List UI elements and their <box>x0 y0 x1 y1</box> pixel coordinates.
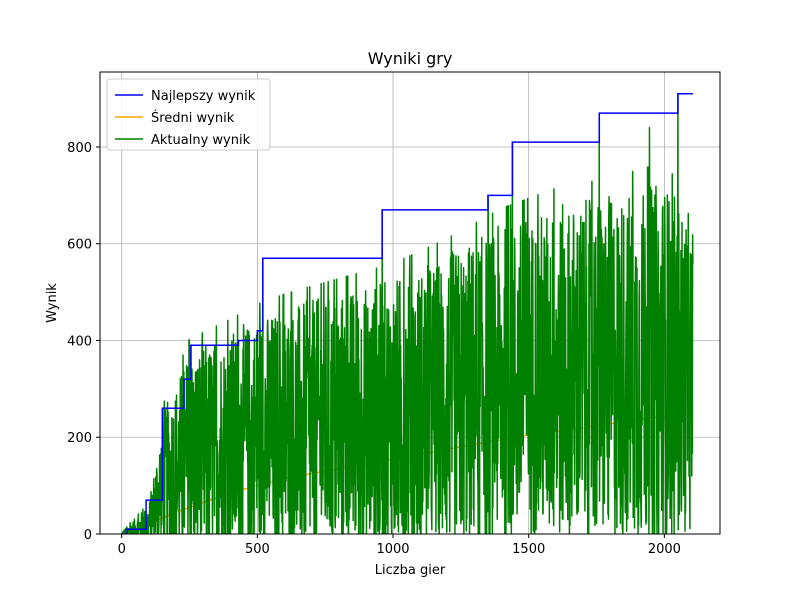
y-tick-label: 200 <box>67 431 92 446</box>
y-axis-ticks: 0 200 400 600 800 <box>67 141 100 543</box>
legend-label: Średni wynik <box>151 110 235 126</box>
axes-frame <box>99 71 721 535</box>
x-tick-label: 1500 <box>512 542 545 557</box>
y-tick-label: 0 <box>84 528 92 543</box>
legend: Najlepszy wynik Średni wynik Aktualny wyni… <box>106 78 271 151</box>
chart-title: Wyniki gry <box>368 49 453 68</box>
y-axis-label: Wynik <box>45 283 60 323</box>
y-tick-label: 600 <box>67 238 92 253</box>
plot-area <box>121 93 694 534</box>
x-tick-label: 1000 <box>376 542 409 557</box>
legend-box <box>106 78 271 151</box>
series-line-najlepszy-wynik <box>121 93 693 534</box>
x-tick-label: 2000 <box>648 542 681 557</box>
x-tick-label: 0 <box>118 542 126 557</box>
y-tick-label: 400 <box>67 334 92 349</box>
legend-label: Aktualny wynik <box>151 133 251 148</box>
y-tick-label: 800 <box>67 141 92 156</box>
series-line-aktualny-wynik <box>121 93 694 534</box>
x-axis-label: Liczba gier <box>375 563 446 578</box>
x-tick-label: 500 <box>245 542 270 557</box>
x-axis-ticks: 0 500 1000 1500 2000 <box>118 534 681 557</box>
legend-label: Najlepszy wynik <box>151 89 256 104</box>
